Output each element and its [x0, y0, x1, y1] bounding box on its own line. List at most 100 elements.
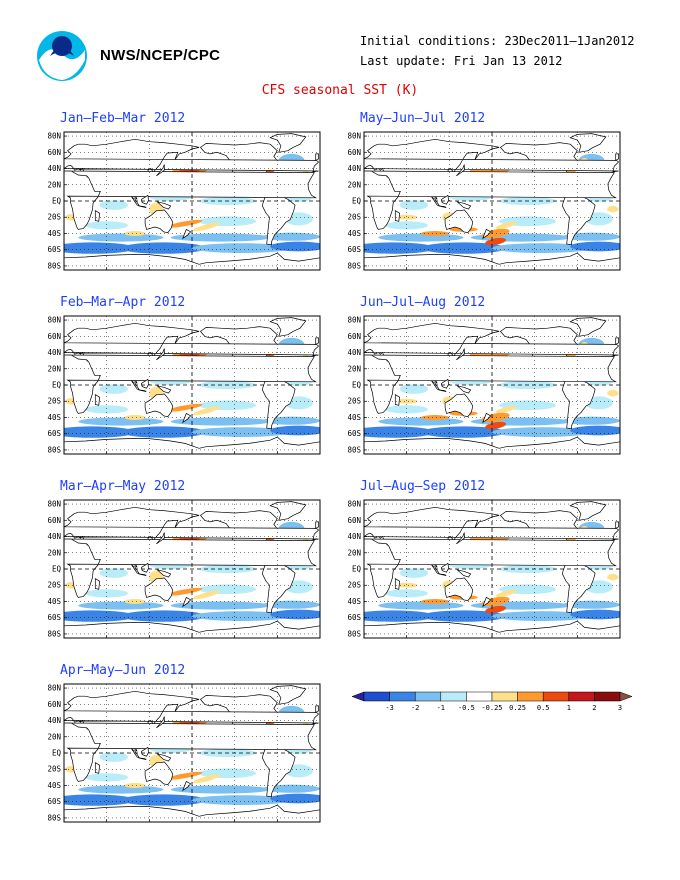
land-mass — [182, 412, 192, 424]
land-mass — [141, 562, 149, 573]
land-mass — [138, 205, 147, 209]
lat-tick-label: 40N — [47, 532, 61, 541]
land-mass — [438, 389, 447, 393]
colorbar-label: 2 — [592, 704, 596, 712]
lon-tick-label: 60E — [100, 457, 114, 458]
sst-anomaly-patch — [124, 415, 146, 420]
colorbar-swatch — [466, 691, 493, 702]
lon-tick-label: 120W — [226, 641, 245, 642]
land-mass — [64, 538, 317, 598]
land-mass — [269, 501, 307, 521]
lat-tick-label: 60S — [47, 613, 61, 622]
land-mass — [156, 716, 165, 729]
colorbar-label: -1 — [437, 704, 445, 712]
lat-tick-label: 80S — [47, 261, 61, 270]
sst-anomaly-patch — [192, 611, 292, 621]
lat-tick-label: 60N — [347, 516, 361, 525]
land-mass — [315, 521, 319, 529]
land-mass — [144, 209, 174, 234]
lat-tick-label: 60S — [47, 245, 61, 254]
lat-tick-label: EQ — [52, 381, 62, 390]
lat-tick-label: EQ — [352, 197, 362, 206]
lat-tick-label: 60N — [47, 148, 61, 157]
land-mass — [182, 596, 192, 608]
land-mass — [456, 348, 465, 361]
lat-tick-label: 20S — [347, 213, 361, 222]
sst-anomaly-patch — [378, 417, 464, 426]
sst-anomaly-patch — [607, 573, 619, 581]
sst-anomaly-patch — [420, 231, 450, 236]
lat-tick-label: 80N — [347, 132, 361, 141]
lon-tick-label: 180 — [485, 457, 499, 458]
land-mass — [562, 374, 596, 430]
sst-anomaly-patch — [192, 590, 220, 600]
lat-tick-label: 40N — [47, 348, 61, 357]
sst-anomaly-patch — [85, 405, 128, 414]
colorbar-swatch — [491, 691, 518, 702]
sst-anomaly-patch — [78, 417, 164, 426]
sst-anomaly-patch — [270, 425, 320, 436]
lat-tick-label: 20N — [47, 180, 61, 189]
land-mass — [394, 210, 400, 222]
sst-anomaly-patch — [364, 610, 436, 622]
land-mass — [155, 201, 172, 210]
lat-tick-label: 40S — [347, 413, 361, 422]
panel-title-mam: Mar–Apr–May 2012 — [60, 479, 186, 494]
sst-anomaly-patch — [420, 242, 507, 254]
sst-anomaly-patch — [270, 241, 320, 252]
lat-tick-label: 20S — [47, 765, 61, 774]
land-mass — [138, 757, 147, 761]
colorbar-label: -0.5 — [458, 704, 475, 712]
land-mass — [262, 558, 296, 614]
sst-anomaly-patch — [570, 241, 620, 252]
lat-tick-label: 40N — [347, 348, 361, 357]
lat-tick-label: 40S — [47, 597, 61, 606]
lon-tick-label: 0 — [318, 273, 323, 274]
colorbar-swatch — [440, 691, 467, 702]
lon-tick-label: 120E — [440, 457, 459, 458]
panel-title-amj: Apr–May–Jun 2012 — [60, 663, 186, 678]
land-mass — [138, 573, 147, 577]
sst-anomaly-patch — [492, 611, 592, 621]
sst-anomaly-patch — [167, 219, 203, 228]
land-mass — [262, 374, 296, 430]
land-mass — [394, 394, 400, 406]
land-mass — [64, 170, 317, 230]
sst-anomaly-patch — [85, 773, 128, 782]
sst-anomaly-patch — [78, 601, 164, 610]
land-mass — [455, 385, 472, 394]
lon-tick-label: 60E — [100, 825, 114, 826]
sst-anomaly-patch — [64, 426, 136, 438]
sst-map-mam: 80N 60N 40N 20N EQ 20S 40S 60S 80S 0 60E 120E 180 120… — [47, 499, 323, 642]
land-mass — [456, 164, 465, 177]
sst-anomaly-patch — [170, 417, 271, 426]
sst-map-fma: 80N 60N 40N 20N EQ 20S 40S 60S 80S 0 60E 120E 180 120… — [47, 315, 323, 458]
sst-anomaly-patch — [420, 610, 507, 622]
lat-tick-label: 60S — [347, 245, 361, 254]
sst-anomaly-patch — [495, 589, 517, 597]
land-mass — [394, 578, 400, 590]
lon-tick-label: 0 — [318, 641, 323, 642]
sst-anomaly-patch — [170, 785, 271, 794]
lon-tick-label: 120W — [226, 825, 245, 826]
lat-tick-label: 20N — [47, 732, 61, 741]
lat-tick-label: EQ — [352, 381, 362, 390]
panel-title-jas: Jul–Aug–Sep 2012 — [360, 479, 486, 494]
lon-tick-label: 120E — [440, 641, 459, 642]
lat-tick-label: EQ — [52, 565, 62, 574]
lon-tick-label: 60E — [100, 641, 114, 642]
land-mass — [182, 228, 192, 240]
lat-tick-label: 80S — [347, 445, 361, 454]
lat-tick-label: 60S — [347, 613, 361, 622]
colorbar-label: -0.25 — [481, 704, 502, 712]
sst-anomaly-patch — [385, 589, 428, 598]
land-mass — [94, 210, 100, 222]
land-mass — [141, 378, 149, 389]
sst-anomaly-patch — [99, 752, 128, 762]
land-mass — [155, 569, 172, 578]
land-mass — [455, 569, 472, 578]
lon-tick-label: 0 — [362, 457, 367, 458]
sst-anomaly-patch — [495, 221, 517, 229]
sst-anomaly-patch — [192, 243, 292, 253]
land-mass — [315, 153, 319, 161]
